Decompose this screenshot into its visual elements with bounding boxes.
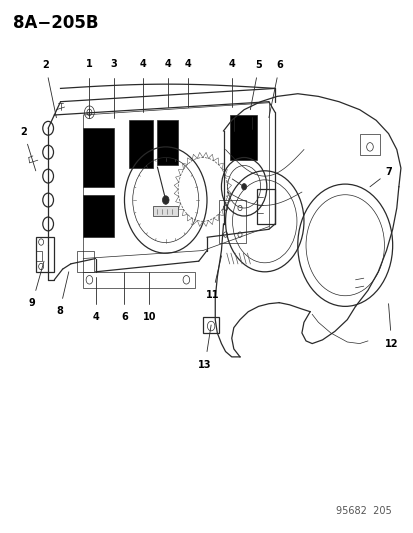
Text: 9: 9 [29,298,36,308]
Bar [36,251,42,261]
Text: 4: 4 [92,312,99,322]
Text: 4: 4 [164,60,171,69]
Text: 6: 6 [276,60,282,70]
Text: 3: 3 [111,60,117,69]
Text: 95682  205: 95682 205 [335,506,391,516]
Text: 11: 11 [205,290,218,300]
Bar [83,128,114,187]
Bar [83,195,114,237]
Text: 12: 12 [384,338,397,349]
Text: 4: 4 [185,60,191,69]
Bar [83,272,194,288]
Bar [128,120,153,168]
Bar [157,120,178,165]
Text: 4: 4 [228,60,235,69]
Bar [256,189,274,224]
Bar [153,206,178,216]
Text: 5: 5 [255,60,262,70]
Text: 13: 13 [198,360,211,369]
Text: 6: 6 [121,312,128,322]
Bar [359,134,380,155]
Text: 10: 10 [142,312,156,322]
Text: 1: 1 [86,60,93,69]
Bar [229,115,256,160]
Bar [202,317,219,333]
Bar [36,237,54,272]
Text: 2: 2 [42,60,49,70]
Text: 8A−205B: 8A−205B [13,14,98,32]
Text: 4: 4 [139,60,146,69]
Bar [77,251,93,272]
Text: 8: 8 [56,306,63,316]
Circle shape [162,196,169,204]
Text: 2: 2 [20,127,27,137]
Circle shape [241,183,246,190]
Bar [219,200,246,243]
Text: 7: 7 [385,167,392,177]
